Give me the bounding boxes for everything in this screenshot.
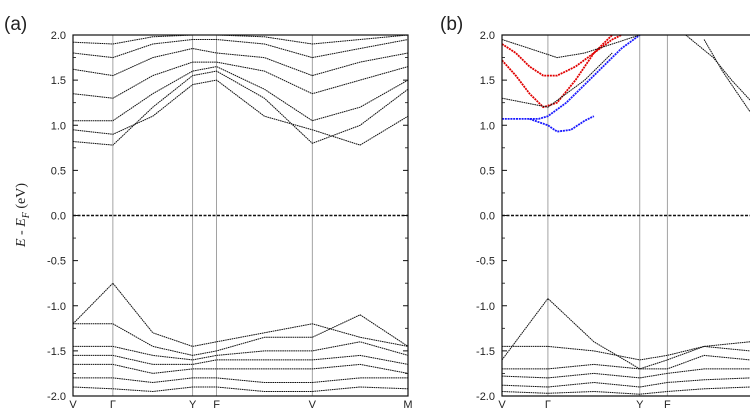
kpoint-label: Γ xyxy=(545,399,551,409)
y-tick-label: 1.0 xyxy=(51,120,66,132)
y-tick-label: 0.5 xyxy=(51,165,66,177)
kpoint-label: F xyxy=(213,399,220,409)
panel-b-plot: V Γ Y F 2.0 1.5 1.0 0.5 0.0 -0.5 -1.0 -1.5 -2.0 xyxy=(476,30,750,409)
band-line xyxy=(501,34,622,77)
y-tick-label: -1.0 xyxy=(47,301,66,313)
y-tick-label: 2.0 xyxy=(480,30,495,42)
y-tick-label: -2.0 xyxy=(47,391,66,403)
band-line xyxy=(73,363,409,374)
kpoint-label: V xyxy=(309,399,317,409)
band-line xyxy=(72,79,409,146)
kpoint-label: Y xyxy=(636,399,644,409)
band-line xyxy=(72,70,409,146)
band-line xyxy=(501,34,613,109)
y-axis-label: E - EF (eV) xyxy=(14,183,32,248)
y-tick-label: 1.0 xyxy=(480,120,495,132)
band-line xyxy=(73,377,408,383)
band-line xyxy=(502,34,641,120)
band-line xyxy=(529,115,595,133)
y-axis-label-main: E - E xyxy=(14,218,29,248)
kpoint-label: Y xyxy=(189,399,197,409)
band-line xyxy=(703,39,750,112)
band-line xyxy=(72,282,409,347)
band-line xyxy=(685,34,750,101)
y-axis-label-unit: (eV) xyxy=(14,183,29,212)
band-line xyxy=(72,61,409,99)
band-line xyxy=(73,354,409,365)
band-line xyxy=(501,368,750,379)
y-tick-label: 0.0 xyxy=(51,211,66,223)
band-line xyxy=(501,34,640,59)
band-line xyxy=(72,39,409,59)
kpoint-label: Γ xyxy=(110,399,116,409)
panel-a-label: (a) xyxy=(4,14,27,35)
y-axis-label-subscript: F xyxy=(21,211,32,219)
y-tick-label: 0.5 xyxy=(480,165,495,177)
y-tick-label: 1.5 xyxy=(51,75,66,87)
kpoint-label: F xyxy=(664,399,671,409)
kpoint-label: V xyxy=(498,399,506,409)
band-line xyxy=(72,386,409,392)
y-tick-label: -1.5 xyxy=(476,346,495,358)
band-line xyxy=(501,298,750,370)
band-line xyxy=(72,48,409,77)
band-line xyxy=(73,314,409,356)
band-line xyxy=(73,66,409,122)
y-tick-label: 2.0 xyxy=(51,30,66,42)
band-line xyxy=(501,52,613,108)
y-tick-label: -1.0 xyxy=(476,301,495,313)
y-tick-label: 0.0 xyxy=(480,211,495,223)
y-tick-label: -0.5 xyxy=(47,256,66,268)
band-line xyxy=(73,341,409,361)
y-tick-label: 1.5 xyxy=(480,75,495,87)
kpoint-label: V xyxy=(69,399,77,409)
band-line xyxy=(502,345,750,361)
band-line xyxy=(501,386,750,395)
band-line xyxy=(502,354,750,370)
panel-a-plot: V Γ Y F V M 2.0 1.5 1.0 0.5 0.0 -0.5 -1.0 -1.5 -2.0 xyxy=(47,30,413,409)
y-tick-label: -2.0 xyxy=(476,391,495,403)
panel-b-label: (b) xyxy=(440,14,463,35)
y-tick-label: -0.5 xyxy=(476,256,495,268)
band-line xyxy=(72,34,409,45)
band-line xyxy=(501,377,750,388)
kpoint-label: M xyxy=(403,399,412,409)
y-tick-label: -1.5 xyxy=(47,346,66,358)
